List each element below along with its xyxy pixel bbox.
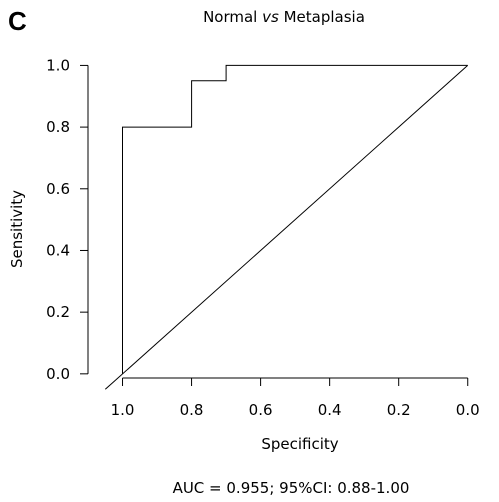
y-tick-label: 0.4	[46, 241, 70, 259]
x-tick-label: 1.0	[111, 401, 135, 419]
x-axis: 1.0 0.8 0.6 0.4 0.2 0.0	[111, 377, 480, 419]
y-tick-label: 0.6	[46, 180, 70, 198]
y-axis: 0.0 0.2 0.4 0.6 0.8 1.0	[46, 56, 89, 383]
x-tick-label: 0.4	[318, 401, 342, 419]
auc-annotation: AUC = 0.955; 95%CI: 0.88-1.00	[173, 479, 410, 497]
reference-diagonal-line	[104, 65, 469, 390]
y-tick-label: 0.0	[46, 365, 70, 383]
y-tick-label: 0.2	[46, 303, 70, 321]
chart-title: Normal vs Metaplasia	[203, 8, 365, 26]
panel-letter: C	[8, 6, 27, 36]
roc-curve-line	[122, 64, 468, 374]
x-tick-label: 0.2	[387, 401, 411, 419]
y-axis-label: Sensitivity	[8, 190, 26, 268]
x-tick-label: 0.6	[249, 401, 273, 419]
x-axis-label: Specificity	[261, 435, 338, 453]
series-group	[104, 64, 469, 390]
y-tick-label: 1.0	[46, 56, 70, 74]
x-tick-label: 0.8	[180, 401, 204, 419]
x-tick-label: 0.0	[456, 401, 480, 419]
y-tick-label: 0.8	[46, 118, 70, 136]
